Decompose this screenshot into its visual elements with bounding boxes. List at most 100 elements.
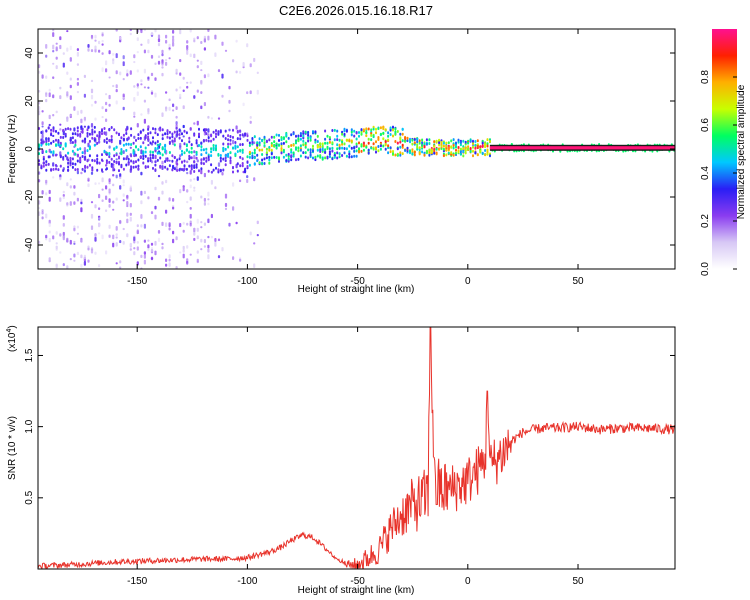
- spectrogram-cell: [367, 137, 370, 141]
- spectrogram-cell: [418, 139, 421, 143]
- spectrogram-cell: [195, 156, 198, 160]
- spectrogram-cell: [81, 127, 84, 131]
- spectrogram-cell: [137, 167, 140, 171]
- spectrogram-cell: [164, 148, 167, 151]
- spectrogram-cell: [73, 259, 76, 262]
- spectrogram-cell: [312, 130, 314, 134]
- spectrogram-cell: [152, 150, 154, 154]
- spectrogram-cell: [229, 151, 232, 155]
- spectrogram-cell: [69, 159, 72, 163]
- spectrogram-cell: [62, 263, 65, 267]
- spectrogram-cell: [239, 129, 242, 133]
- spectrogram-cell: [438, 141, 441, 145]
- spectrogram-cell: [55, 163, 57, 167]
- spectrogram-cell: [217, 170, 220, 174]
- spectrogram-cell: [297, 146, 300, 150]
- spectrogram-cell: [119, 173, 122, 178]
- spectrogram-cell: [69, 185, 72, 189]
- spectrogram-cell: [372, 127, 375, 131]
- y-tick-label: 0.5: [24, 490, 35, 504]
- spectrogram-cell: [69, 45, 72, 51]
- spectrogram-cell: [189, 178, 192, 182]
- spectrogram-cell: [290, 144, 293, 147]
- spectrogram-cell: [76, 51, 79, 57]
- colorbar-tick-label: 0.4: [700, 166, 711, 180]
- spectrogram-cell: [484, 149, 487, 152]
- spectrogram-cell: [261, 158, 264, 162]
- spectrogram-cell: [38, 70, 41, 74]
- spectrogram-cell: [336, 147, 339, 151]
- spectrogram-cell: [144, 150, 147, 154]
- spectrogram-cell: [251, 154, 254, 158]
- spectrogram-cell: [326, 134, 329, 138]
- spectrogram-cell: [150, 242, 154, 246]
- spectrogram-cell: [367, 141, 370, 145]
- spectrogram-cell: [122, 133, 125, 137]
- spectrogram-cell: [172, 206, 175, 210]
- spectrogram-cell: [119, 185, 122, 190]
- spectrogram-cell: [409, 137, 411, 141]
- spectrogram-cell: [370, 134, 373, 137]
- spectrogram-cell: [179, 189, 182, 194]
- spectrogram-cell: [55, 242, 58, 245]
- spectrogram-cell: [459, 147, 462, 151]
- spectrogram-cell: [232, 182, 235, 187]
- x-tick-label: -100: [237, 276, 257, 287]
- spectrogram-cell: [168, 47, 171, 50]
- spectrogram-cell: [345, 129, 348, 133]
- spectrogram-cell: [345, 154, 348, 158]
- spectrogram-cell: [207, 169, 210, 173]
- spectrogram-cell: [164, 165, 167, 169]
- spectrogram-cell: [126, 218, 129, 224]
- spectrogram-cell: [80, 201, 83, 205]
- spectrogram-cell: [154, 147, 157, 150]
- spectrogram-cell: [360, 132, 363, 136]
- spectrogram-cell: [328, 147, 331, 151]
- spectrogram-cell: [207, 158, 210, 162]
- spectrogram-cell: [355, 131, 358, 134]
- spectrogram-cell: [48, 230, 51, 234]
- spectrogram-cell: [263, 162, 266, 165]
- spectrogram-cell: [87, 183, 90, 188]
- spectrogram-cell: [152, 140, 154, 144]
- spectrogram-cell: [143, 254, 146, 259]
- spectrogram-cell: [83, 254, 86, 260]
- spectrogram-cell: [165, 59, 168, 62]
- spectrogram-cell: [41, 209, 44, 212]
- spectrogram-cell: [157, 60, 161, 65]
- spectrogram-cell: [74, 168, 77, 172]
- spectrogram-cell: [42, 161, 45, 165]
- spectrogram-cell: [200, 158, 203, 162]
- spectrogram-cell: [355, 142, 358, 146]
- spectrogram-cell: [73, 185, 76, 189]
- spectrogram-cell: [175, 72, 178, 75]
- spectrogram-cell: [200, 148, 203, 152]
- spectrogram-cell: [149, 159, 152, 162]
- spectrogram-cell: [183, 142, 186, 146]
- spectrogram-cell: [175, 88, 178, 92]
- spectrogram-cell: [90, 123, 94, 128]
- spectrogram-cell: [154, 92, 157, 98]
- spectrogram-cell: [172, 29, 175, 34]
- spectrogram-cell: [186, 261, 189, 265]
- spectrogram-cell: [331, 146, 334, 150]
- spectrogram-cell: [94, 236, 97, 242]
- spectrogram-cell: [275, 142, 278, 146]
- spectrogram-cell: [76, 110, 79, 116]
- spectrogram-cell: [159, 142, 162, 146]
- spectrogram-cell: [319, 145, 322, 149]
- spectrogram-cell: [246, 165, 249, 168]
- spectrogram-cell: [387, 138, 390, 142]
- spectrogram-cell: [227, 152, 230, 156]
- spectrogram-cell: [40, 138, 43, 142]
- spectrogram-cell: [139, 145, 142, 149]
- spectrogram-cell: [48, 114, 51, 120]
- spectrogram-cell: [86, 165, 89, 169]
- spectrogram-cell: [122, 61, 125, 67]
- spectrogram-cell: [278, 143, 280, 147]
- spectrogram-cell: [338, 146, 341, 150]
- spectrogram-cell: [126, 212, 129, 217]
- spectrogram-cell: [154, 160, 157, 164]
- spectrogram-cell: [459, 149, 462, 153]
- spectrogram-cell: [171, 159, 174, 163]
